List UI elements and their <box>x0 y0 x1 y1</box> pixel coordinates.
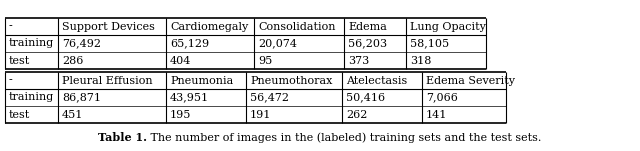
Text: 451: 451 <box>62 109 83 119</box>
Text: 56,472: 56,472 <box>250 93 289 103</box>
Text: 262: 262 <box>346 109 367 119</box>
Text: -: - <box>9 76 13 85</box>
Text: 50,416: 50,416 <box>346 93 385 103</box>
Text: Table 1.: Table 1. <box>99 132 147 143</box>
Text: 286: 286 <box>62 56 83 66</box>
Text: 404: 404 <box>170 56 191 66</box>
Text: test: test <box>9 56 30 66</box>
Text: 65,129: 65,129 <box>170 39 209 48</box>
Text: 191: 191 <box>250 109 271 119</box>
Text: 76,492: 76,492 <box>62 39 101 48</box>
Text: 318: 318 <box>410 56 431 66</box>
Text: Atelectasis: Atelectasis <box>346 76 407 85</box>
Text: 141: 141 <box>426 109 447 119</box>
Text: 7,066: 7,066 <box>426 93 458 103</box>
Text: training: training <box>9 93 54 103</box>
Text: Edema: Edema <box>348 21 387 32</box>
Text: Cardiomegaly: Cardiomegaly <box>170 21 248 32</box>
Text: Lung Opacity: Lung Opacity <box>410 21 486 32</box>
Text: Pneumothorax: Pneumothorax <box>250 76 332 85</box>
Text: 58,105: 58,105 <box>410 39 449 48</box>
Text: 86,871: 86,871 <box>62 93 101 103</box>
Text: Edema Severity: Edema Severity <box>426 76 515 85</box>
Text: The number of images in the (labeled) training sets and the test sets.: The number of images in the (labeled) tr… <box>147 132 541 143</box>
Text: 43,951: 43,951 <box>170 93 209 103</box>
Text: training: training <box>9 39 54 48</box>
Text: Support Devices: Support Devices <box>62 21 155 32</box>
Text: Pneumonia: Pneumonia <box>170 76 233 85</box>
Text: 95: 95 <box>258 56 272 66</box>
Text: 20,074: 20,074 <box>258 39 297 48</box>
Text: -: - <box>9 21 13 32</box>
Text: 195: 195 <box>170 109 191 119</box>
Text: Pleural Effusion: Pleural Effusion <box>62 76 152 85</box>
Text: Consolidation: Consolidation <box>258 21 335 32</box>
Text: 56,203: 56,203 <box>348 39 387 48</box>
Text: 373: 373 <box>348 56 369 66</box>
Text: test: test <box>9 109 30 119</box>
